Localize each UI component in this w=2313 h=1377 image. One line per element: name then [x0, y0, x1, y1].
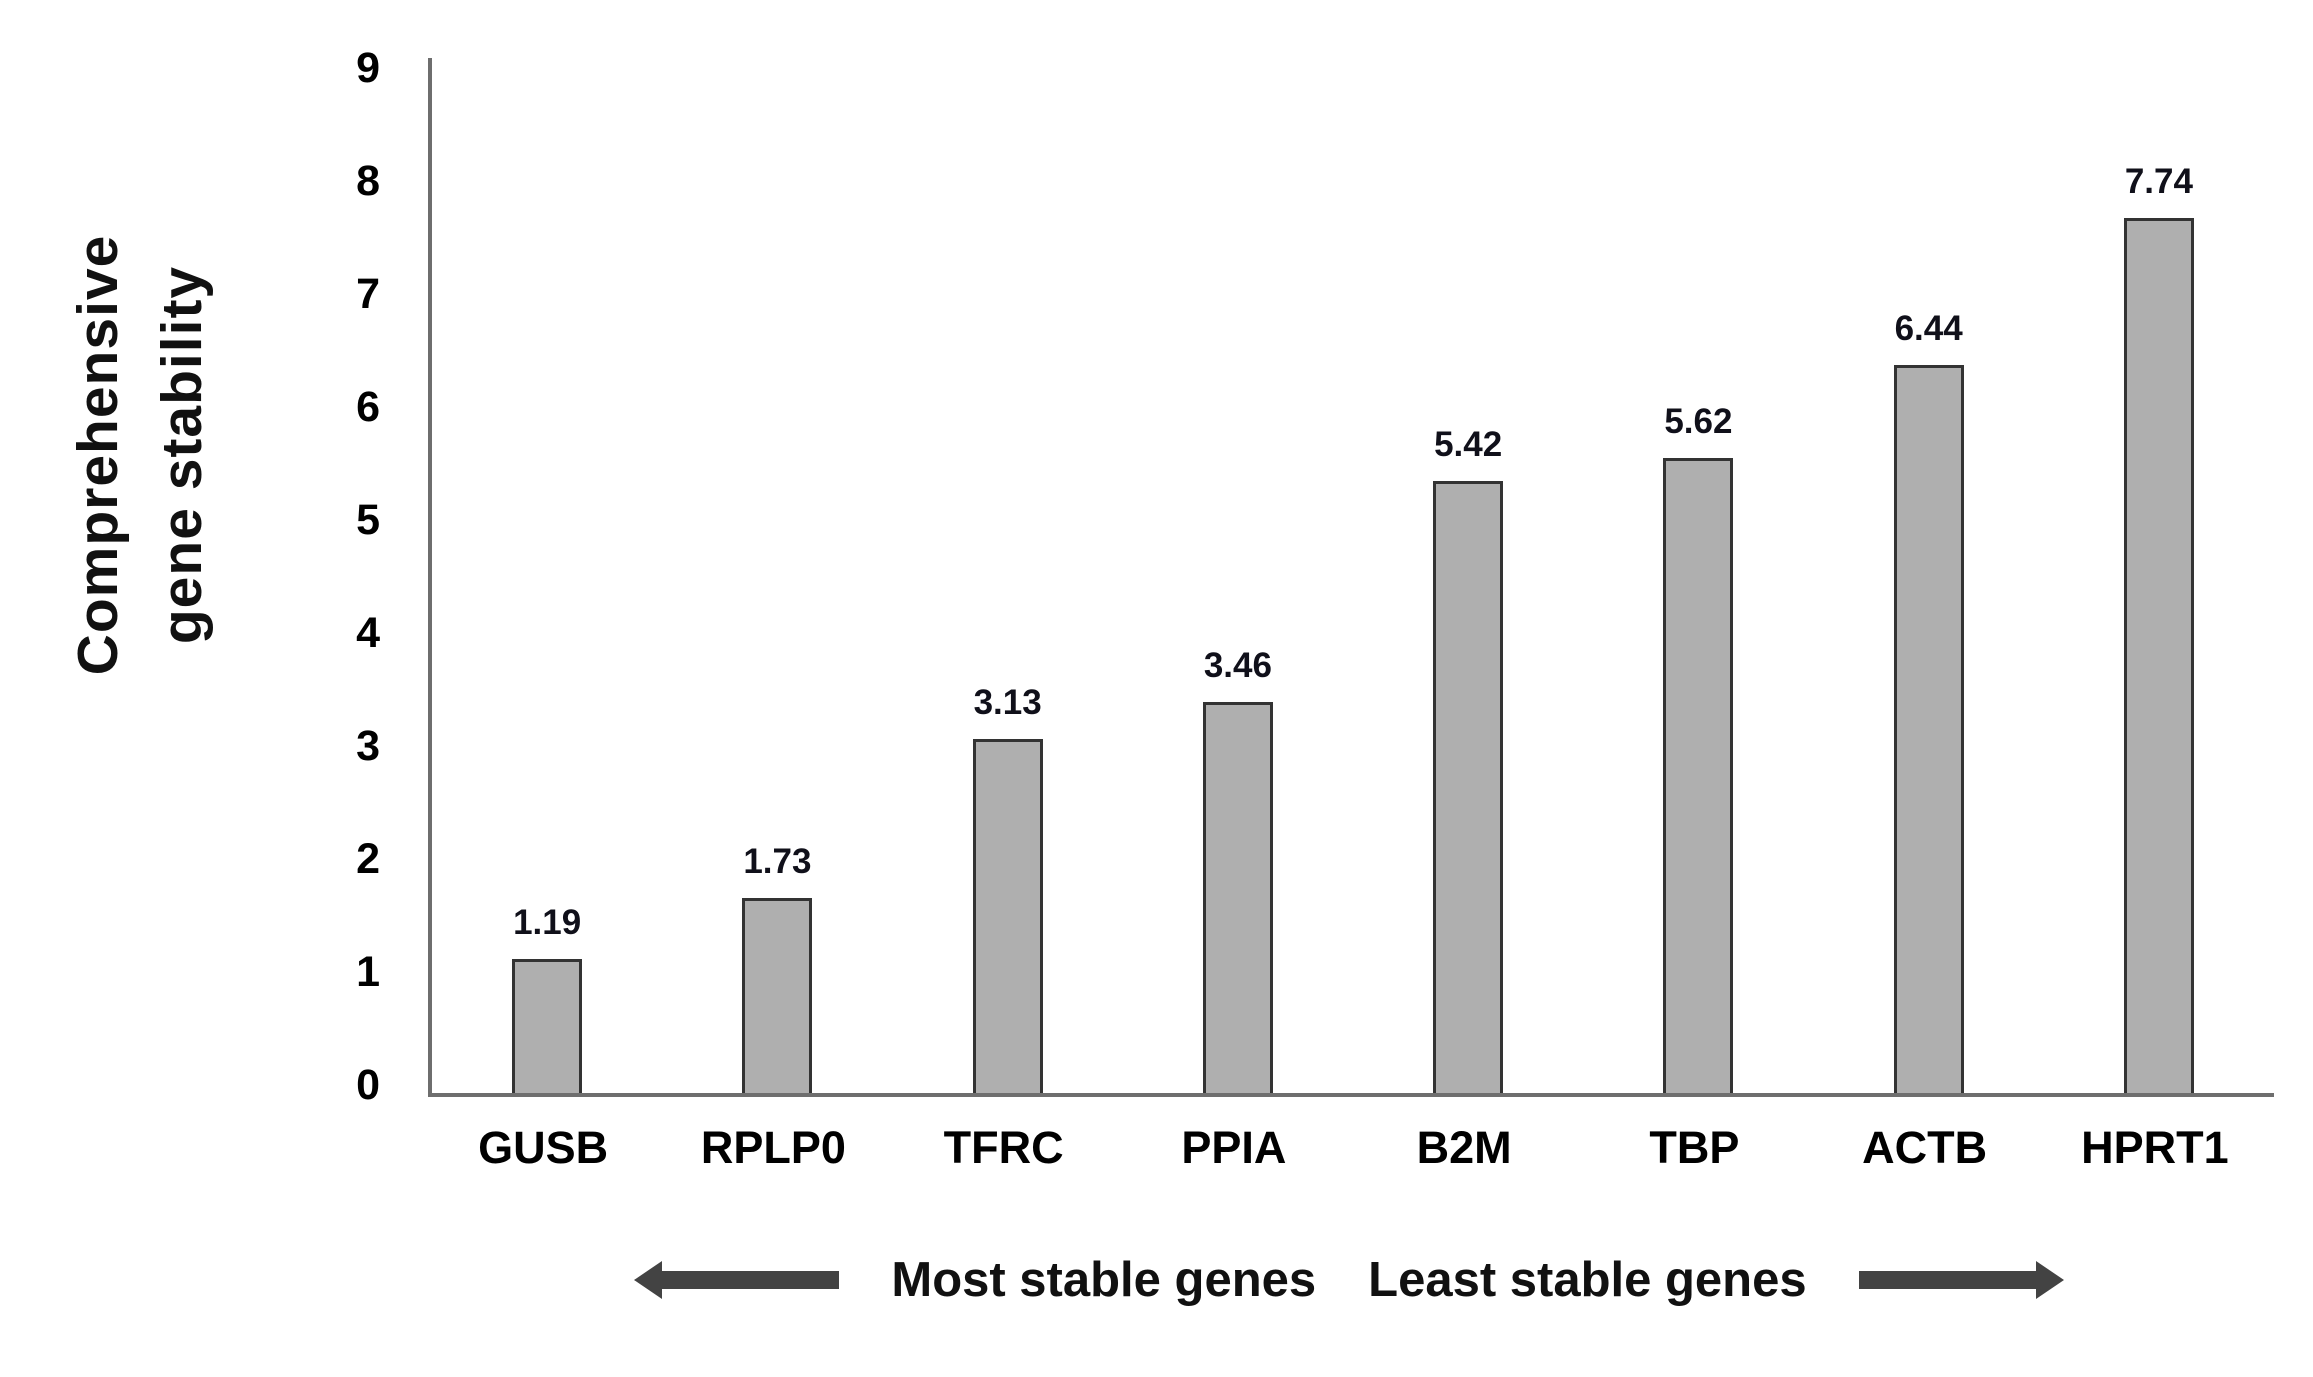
left-arrow-icon: [634, 1261, 840, 1299]
x-axis-label-tbp: TBP: [1649, 1122, 1740, 1173]
bar-value-label-gusb: 1.19: [513, 902, 582, 942]
x-axis-label-gusb: GUSB: [478, 1122, 609, 1173]
least-stable-label: Least stable genes: [1368, 1253, 1807, 1307]
stability-annotation: Most stable genes Least stable genes: [428, 1252, 2270, 1308]
bar-value-label-rplp0: 1.73: [743, 841, 812, 881]
y-axis-tick-6: 6: [356, 383, 380, 431]
y-axis-tick-1: 1: [356, 948, 380, 996]
y-axis-title-line1: Comprehensive: [66, 234, 130, 676]
bar-value-label-tbp: 5.62: [1664, 401, 1733, 441]
bar-hprt1: [2123, 218, 2194, 1093]
x-axis-label-b2m: B2M: [1416, 1122, 1512, 1173]
plot-area: 1.19 1.73 3.13 3.46 5.42 5.62 6.44 7.74: [428, 58, 2274, 1097]
y-axis-tick-2: 2: [356, 835, 380, 883]
y-axis-tick-7: 7: [356, 270, 380, 318]
y-axis-tick-4: 4: [356, 609, 380, 657]
y-axis-tick-3: 3: [356, 722, 380, 770]
bar-ppia: [1202, 702, 1273, 1093]
x-axis-label-rplp0: RPLP0: [700, 1122, 846, 1173]
bar-gusb: [512, 958, 583, 1093]
bar-b2m: [1433, 480, 1504, 1093]
y-axis-tick-5: 5: [356, 496, 380, 544]
bar-value-label-hprt1: 7.74: [2124, 162, 2193, 202]
y-axis-tick-8: 8: [356, 157, 380, 205]
y-axis-tick-9: 9: [356, 44, 380, 92]
right-arrow-icon: [1858, 1261, 2064, 1299]
bar-rplp0: [742, 897, 813, 1093]
most-stable-label: Most stable genes: [891, 1253, 1317, 1307]
x-axis-label-ppia: PPIA: [1181, 1122, 1287, 1173]
x-axis-label-tfrc: TFRC: [943, 1122, 1064, 1173]
bar-value-label-tfrc: 3.13: [973, 683, 1042, 723]
x-axis-label-hprt1: HPRT1: [2081, 1122, 2229, 1173]
bar-tbp: [1663, 457, 1734, 1093]
bar-value-label-actb: 6.44: [1894, 309, 1963, 349]
x-axis-label-actb: ACTB: [1862, 1122, 1988, 1173]
bar-value-label-b2m: 5.42: [1434, 424, 1503, 464]
bar-tfrc: [972, 739, 1043, 1093]
y-axis-tick-0: 0: [356, 1061, 380, 1109]
bar-actb: [1893, 365, 1964, 1093]
bar-value-label-ppia: 3.46: [1203, 646, 1272, 686]
